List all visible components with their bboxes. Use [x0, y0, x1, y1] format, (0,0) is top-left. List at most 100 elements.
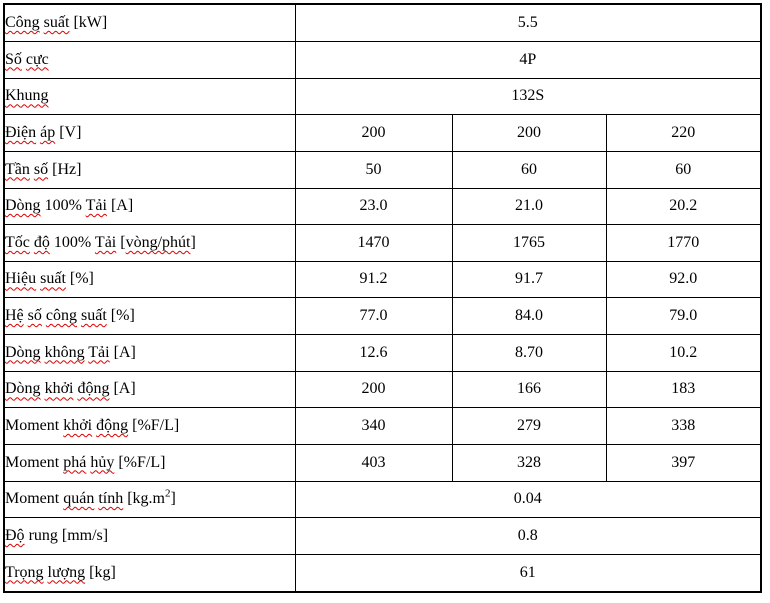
value-cell[interactable]: 200: [294, 114, 453, 152]
misspelled-word: Tải: [94, 233, 117, 251]
misspelled-word: suất: [43, 13, 70, 31]
value-cell[interactable]: 12.6: [294, 334, 453, 372]
row-label-cell[interactable]: Công suất [kW]: [3, 3, 296, 43]
value-cell[interactable]: 183: [605, 370, 762, 409]
row-label-cell[interactable]: Moment quán tính [kg.m2]: [3, 480, 296, 519]
misspelled-word: Dòng: [5, 197, 41, 215]
misspelled-word: Khung: [5, 87, 49, 105]
value-cell[interactable]: 1765: [451, 224, 607, 262]
value-cell[interactable]: 397: [605, 443, 762, 482]
misspelled-word: suất: [40, 270, 66, 288]
misspelled-word: quán: [63, 490, 95, 508]
misspelled-word: độ: [33, 233, 50, 251]
misspelled-word: Điện: [5, 123, 37, 141]
misspelled-word: Tốc: [5, 233, 30, 251]
value-cell[interactable]: 1470: [294, 224, 453, 262]
value-cell-merged[interactable]: 4P: [294, 41, 762, 79]
value-cell[interactable]: 23.0: [294, 187, 453, 226]
spec-table-body: Công suất [kW] 5.5 Số cực 4P Khung 132S Điện á…: [3, 3, 762, 593]
value-cell[interactable]: 340: [294, 407, 453, 445]
misspelled-word: vòng/phút: [125, 233, 191, 251]
misspelled-word: hủy: [90, 453, 115, 471]
value-cell[interactable]: 403: [294, 443, 453, 482]
misspelled-word: áp: [40, 123, 56, 141]
misspelled-word: động: [96, 416, 129, 434]
misspelled-word: Công: [5, 13, 40, 31]
misspelled-word: Tần: [5, 160, 30, 178]
misspelled-word: phá: [63, 453, 87, 471]
misspelled-word: khởi: [44, 380, 74, 398]
misspelled-word: Hiệu: [5, 270, 37, 288]
value-cell[interactable]: 200: [294, 370, 453, 409]
table-row: Tần số [Hz] 50 60 60: [3, 150, 762, 189]
row-label-cell[interactable]: Số cực: [3, 41, 296, 79]
misspelled-word: không: [44, 343, 85, 361]
table-row: Độ rung [mm/s] 0.8: [3, 517, 762, 555]
misspelled-word: suất: [81, 307, 107, 325]
value-cell[interactable]: 92.0: [605, 260, 762, 299]
value-cell-merged[interactable]: 132S: [294, 77, 762, 116]
misspelled-word: khởi: [63, 416, 93, 434]
misspelled-word: Số: [5, 50, 22, 68]
row-label-cell[interactable]: Dòng không Tải [A]: [3, 334, 296, 372]
table-row: Trọng lượng [kg] 61: [3, 553, 762, 593]
row-label-cell[interactable]: Dòng khởi động [A]: [3, 370, 296, 409]
value-cell-merged[interactable]: 0.04: [294, 480, 762, 519]
value-cell[interactable]: 328: [451, 443, 607, 482]
value-cell[interactable]: 91.7: [451, 260, 607, 299]
misspelled-word: số: [33, 160, 49, 178]
table-row: Dòng khởi động [A] 200 166 183: [3, 370, 762, 409]
row-label-cell[interactable]: Hiệu suất [%]: [3, 260, 296, 299]
table-row: Khung 132S: [3, 77, 762, 116]
motor-spec-table: Công suất [kW] 5.5 Số cực 4P Khung 132S Điện á…: [3, 3, 763, 593]
table-row: Dòng 100% Tải [A] 23.0 21.0 20.2: [3, 187, 762, 226]
misspelled-word: Hệ: [5, 307, 24, 325]
value-cell-merged[interactable]: 61: [294, 553, 762, 593]
table-row: Dòng không Tải [A] 12.6 8.70 10.2: [3, 334, 762, 372]
value-cell[interactable]: 338: [605, 407, 762, 445]
misspelled-word: Tải: [85, 197, 107, 215]
row-label-cell[interactable]: Trọng lượng [kg]: [3, 553, 296, 593]
row-label-cell[interactable]: Moment phá hủy [%F/L]: [3, 443, 296, 482]
misspelled-word: lượng: [47, 563, 86, 581]
value-cell[interactable]: 279: [451, 407, 607, 445]
row-label-cell[interactable]: Tần số [Hz]: [3, 150, 296, 189]
misspelled-word: Trọng: [5, 563, 44, 581]
misspelled-word: cực: [25, 50, 49, 68]
row-label-cell[interactable]: Độ rung [mm/s]: [3, 517, 296, 555]
value-cell[interactable]: 20.2: [605, 187, 762, 226]
misspelled-word: động: [77, 380, 110, 398]
row-label-cell[interactable]: Tốc độ 100% Tải [vòng/phút]: [3, 224, 296, 262]
row-label-cell[interactable]: Dòng 100% Tải [A]: [3, 187, 296, 226]
row-label-cell[interactable]: Hệ số công suất [%]: [3, 297, 296, 336]
value-cell[interactable]: 60: [605, 150, 762, 189]
value-cell[interactable]: 91.2: [294, 260, 453, 299]
superscript-text: 2: [165, 487, 171, 500]
value-cell-merged[interactable]: 0.8: [294, 517, 762, 555]
misspelled-word: tính: [98, 490, 124, 508]
value-cell[interactable]: 21.0: [451, 187, 607, 226]
row-label-cell[interactable]: Khung: [3, 77, 296, 116]
value-cell[interactable]: 84.0: [451, 297, 607, 336]
value-cell[interactable]: 166: [451, 370, 607, 409]
table-row: Moment quán tính [kg.m2] 0.04: [3, 480, 762, 519]
row-label-cell[interactable]: Điện áp [V]: [3, 114, 296, 152]
value-cell[interactable]: 10.2: [605, 334, 762, 372]
value-cell[interactable]: 220: [605, 114, 762, 152]
misspelled-word: Tải: [88, 343, 110, 361]
value-cell[interactable]: 77.0: [294, 297, 453, 336]
value-cell[interactable]: 60: [451, 150, 607, 189]
value-cell-merged[interactable]: 5.5: [294, 3, 762, 43]
table-row: Hiệu suất [%] 91.2 91.7 92.0: [3, 260, 762, 299]
table-row: Moment phá hủy [%F/L] 403 328 397: [3, 443, 762, 482]
row-label-cell[interactable]: Moment khởi động [%F/L]: [3, 407, 296, 445]
value-cell[interactable]: 50: [294, 150, 453, 189]
misspelled-word: số: [27, 307, 42, 325]
value-cell[interactable]: 79.0: [605, 297, 762, 336]
misspelled-word: Dòng: [5, 380, 41, 398]
value-cell[interactable]: 200: [451, 114, 607, 152]
value-cell[interactable]: 1770: [605, 224, 762, 262]
table-row: Hệ số công suất [%] 77.0 84.0 79.0: [3, 297, 762, 336]
value-cell[interactable]: 8.70: [451, 334, 607, 372]
table-row: Số cực 4P: [3, 41, 762, 79]
